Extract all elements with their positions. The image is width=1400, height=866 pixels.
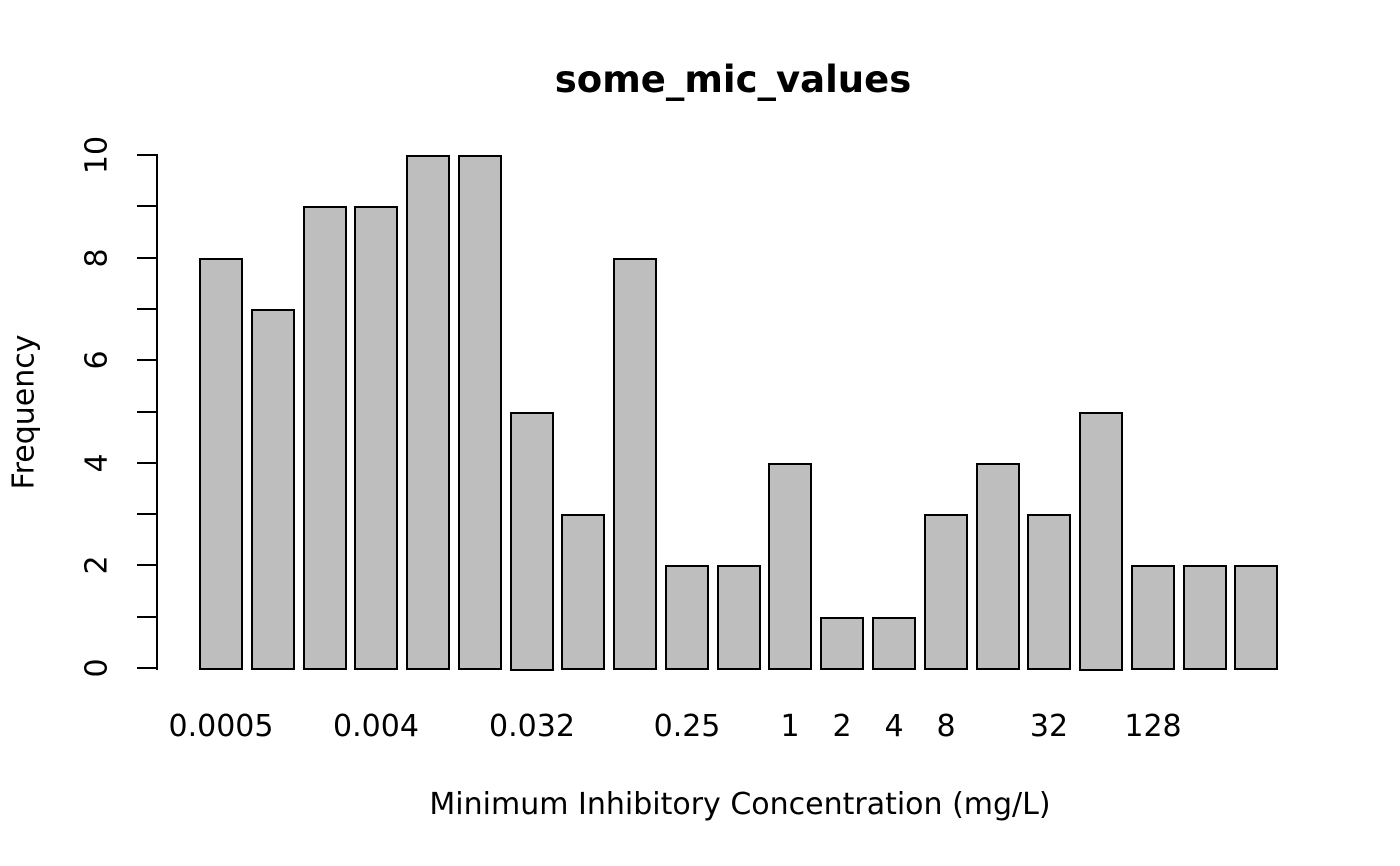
histogram-bar-512 bbox=[1234, 565, 1278, 670]
y-tick-mark bbox=[137, 615, 156, 618]
histogram-bar-1 bbox=[768, 463, 812, 670]
y-tick-label: 8 bbox=[79, 248, 115, 268]
histogram-bar-0.008 bbox=[406, 155, 450, 670]
x-tick-label: 2 bbox=[832, 709, 852, 744]
chart-title: some_mic_values bbox=[554, 58, 912, 101]
histogram-bar-0.032 bbox=[510, 412, 554, 671]
y-tick-mark bbox=[137, 410, 156, 413]
y-tick-label: 4 bbox=[79, 453, 115, 473]
histogram-bar-8 bbox=[924, 514, 968, 670]
histogram-bar-256 bbox=[1183, 565, 1227, 670]
y-tick-mark bbox=[137, 205, 156, 208]
histogram-bar-0.002 bbox=[303, 206, 347, 670]
y-tick-mark bbox=[137, 461, 156, 464]
x-axis-label: Minimum Inhibitory Concentration (mg/L) bbox=[429, 787, 1051, 822]
x-tick-label: 32 bbox=[1029, 709, 1069, 744]
y-tick-mark bbox=[137, 564, 156, 567]
x-tick-label: 0.032 bbox=[489, 709, 575, 744]
y-axis-line bbox=[156, 154, 158, 670]
y-tick-label: 2 bbox=[79, 555, 115, 575]
x-tick-label: 0.004 bbox=[333, 709, 419, 744]
y-axis-label: Frequency bbox=[6, 334, 42, 490]
x-tick-label: 0.0005 bbox=[168, 709, 274, 744]
histogram-bar-0.125 bbox=[613, 258, 657, 670]
x-tick-label: 128 bbox=[1124, 709, 1182, 744]
x-tick-label: 8 bbox=[936, 709, 956, 744]
histogram-bar-0.064 bbox=[561, 514, 605, 670]
histogram-bar-0.016 bbox=[458, 155, 502, 670]
histogram-bar-4 bbox=[872, 617, 916, 670]
histogram-bar-0.001 bbox=[251, 309, 295, 670]
histogram-bar-32 bbox=[1027, 514, 1071, 670]
histogram-bar-16 bbox=[976, 463, 1020, 670]
histogram-bar-2 bbox=[820, 617, 864, 670]
y-tick-mark bbox=[137, 513, 156, 516]
histogram-bar-0.0005 bbox=[199, 258, 243, 670]
x-tick-label: 4 bbox=[884, 709, 904, 744]
x-tick-label: 1 bbox=[780, 709, 800, 744]
histogram-bar-0.25 bbox=[665, 565, 709, 670]
y-tick-label: 0 bbox=[79, 658, 115, 678]
y-tick-label: 6 bbox=[79, 350, 115, 370]
y-tick-mark bbox=[137, 359, 156, 362]
histogram-bar-0.5 bbox=[717, 565, 761, 670]
y-tick-mark bbox=[137, 256, 156, 259]
y-tick-label: 10 bbox=[79, 135, 115, 175]
histogram-bar-0.004 bbox=[354, 206, 398, 670]
y-tick-mark bbox=[137, 307, 156, 310]
histogram-bar-64 bbox=[1079, 412, 1123, 671]
y-tick-mark bbox=[137, 667, 156, 669]
y-tick-mark bbox=[137, 154, 156, 156]
x-tick-label: 0.25 bbox=[653, 709, 721, 744]
histogram-bar-128 bbox=[1131, 565, 1175, 670]
